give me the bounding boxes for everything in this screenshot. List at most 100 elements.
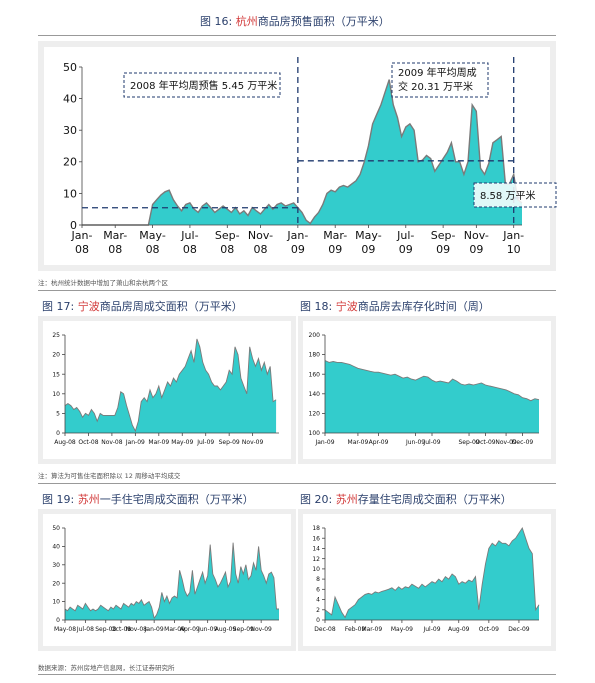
x-tick-label: 08: [220, 243, 234, 256]
fig16-panel: 0 10 20 30 40 50 Jan- 08 Mar- 08 May- 08 Jul- 08 Sep- 0…: [38, 41, 557, 271]
y-tick-label: 8: [316, 576, 320, 583]
x-tick-label: Jan-: [286, 229, 308, 242]
fig17-city: 宁波: [77, 300, 100, 313]
x-tick-label: Mar-09: [348, 439, 369, 446]
x-tick-label: 08: [108, 243, 122, 256]
fig18-rest: 商品房去库存化时间（周）: [357, 300, 490, 313]
annotation-box: [123, 72, 281, 98]
area-fill: [65, 542, 279, 620]
x-tick-label: Aug-08: [54, 439, 76, 446]
x-tick-label: May-09: [391, 626, 413, 633]
annotation-label: 2008 年平均周预售 5.45 万平米: [130, 79, 277, 92]
area-fill: [325, 528, 539, 620]
series-line: [64, 542, 279, 620]
x-tick-label: Sep-: [431, 229, 456, 242]
x-tick-label: Jul-: [180, 229, 198, 242]
fig19-city: 苏州: [77, 493, 100, 506]
fig20-title: 图 20: 苏州存量住宅周成交面积（万平米）: [300, 491, 512, 507]
x-tick-label: Apr-09: [180, 626, 200, 633]
x-tick-label: Dec-09: [508, 626, 530, 633]
divider: [38, 290, 556, 291]
series-line: [82, 79, 523, 226]
x-tick-label: Jul-: [396, 229, 414, 242]
y-tick-label: 20: [63, 156, 77, 169]
x-tick-label: Jul-09: [196, 439, 214, 446]
fig20-plot-area: 0 2 4 6 8 10 12 14 16 18 Dec-08 Feb-09 Mar-09 May-09 J…: [303, 514, 551, 646]
x-tick-label: Jan-: [71, 229, 93, 242]
fig18-panel: 100 120 140 160 180 200 Jan-09 Mar-09 Apr-09 Jun-…: [298, 316, 556, 464]
x-tick-label: 09: [361, 243, 375, 256]
y-tick-label: 10: [52, 599, 60, 606]
y-tick-label: 10: [52, 391, 60, 398]
x-tick-label: Jan-: [502, 229, 524, 242]
x-tick-label: 09: [291, 243, 305, 256]
x-tick-label: Dec-09: [512, 439, 534, 446]
y-tick-label: 50: [63, 61, 77, 74]
x-tick-label: Sep-09: [219, 439, 240, 446]
y-tick-label: 140: [309, 391, 321, 398]
x-tick-label: Nov-09: [495, 439, 517, 446]
series-line: [64, 338, 277, 433]
x-tick-label: Jan-09: [144, 626, 164, 633]
series-line: [324, 526, 540, 619]
fig18-chart: 100 120 140 160 180 200 Jan-09 Mar-09 Apr-09 Jun-…: [309, 332, 540, 446]
fig17-title: 图 17: 宁波商品房周成交面积（万平米）: [42, 298, 243, 314]
annotation-label: 交 20.31 万平米: [398, 80, 473, 93]
y-tick-label: 100: [309, 430, 321, 437]
y-tick-label: 10: [63, 187, 77, 200]
annotation-box: [391, 62, 489, 98]
fig16-plot-area: 0 10 20 30 40 50 Jan- 08 Mar- 08 May- 08 Jul- 08 Sep- 0…: [44, 47, 557, 265]
x-tick-label: Jan-09: [125, 439, 145, 446]
fig17-plot-area: 0 5 10 15 20 25 Aug-08 Oct-08 Nov-08 Jan-09 Mar-09…: [43, 321, 291, 459]
y-tick-label: 20: [52, 352, 60, 359]
y-tick-label: 50: [52, 525, 60, 532]
fig19-panel: 0 10 20 30 40 50 May-08 Jul-08 Sep-08 Oct-08 Nov-0…: [38, 509, 296, 651]
y-tick-label: 10: [312, 566, 320, 573]
x-tick-label: Mar-09: [148, 439, 169, 446]
fig17-chart: 0 5 10 15 20 25 Aug-08 Oct-08 Nov-08 Jan-09 Mar-09…: [52, 332, 279, 446]
x-tick-label: Dec-08: [314, 626, 336, 633]
y-tick-label: 15: [52, 371, 60, 378]
x-tick-label: Oct-08: [111, 626, 131, 633]
x-tick-label: Apr-09: [369, 439, 389, 446]
fig17-panel: 0 5 10 15 20 25 Aug-08 Oct-08 Nov-08 Jan-09 Mar-09…: [38, 316, 296, 464]
y-tick-label: 0: [56, 617, 60, 624]
fig18-title: 图 18: 宁波商品房去库存化时间（周）: [300, 298, 490, 314]
x-tick-label: Mar-09: [164, 626, 185, 633]
x-tick-label: Mar-: [103, 229, 127, 242]
y-tick-label: 18: [312, 525, 320, 532]
fig20-rest: 存量住宅周成交面积（万平米）: [357, 493, 512, 506]
x-tick-label: Mar-: [323, 229, 347, 242]
mid-note: 注：算法为可售住宅面积除以 12 周移动平均成交: [38, 472, 181, 480]
y-tick-label: 30: [52, 562, 60, 569]
x-tick-label: Jun-09: [197, 626, 217, 633]
x-tick-label: 10: [507, 243, 521, 256]
x-tick-label: Sep-09: [233, 626, 254, 633]
area-fill: [82, 79, 522, 225]
fig16-rest: 商品房预售面积（万平米）: [257, 15, 390, 28]
y-tick-label: 4: [316, 597, 320, 604]
x-tick-label: Nov-09: [250, 626, 272, 633]
y-tick-label: 14: [312, 546, 320, 553]
divider: [38, 674, 556, 675]
x-tick-label: Oct-09: [475, 439, 495, 446]
x-tick-label: Sep-: [215, 229, 240, 242]
fig19-title: 图 19: 苏州一手住宅周成交面积（万平米）: [42, 491, 254, 507]
x-tick-label: 09: [436, 243, 450, 256]
x-tick-label: May-09: [171, 439, 193, 446]
x-tick-label: Oct-08: [78, 439, 98, 446]
x-tick-label: 08: [253, 243, 267, 256]
y-tick-label: 40: [52, 544, 60, 551]
fig19-plot-area: 0 10 20 30 40 50 May-08 Jul-08 Sep-08 Oct-08 Nov-0…: [43, 514, 291, 646]
fig19-prefix: 图 19:: [42, 493, 75, 506]
x-tick-label: Nov-: [248, 229, 273, 242]
x-tick-label: Jan-09: [314, 439, 334, 446]
x-tick-label: 08: [183, 243, 197, 256]
fig16-title: 图 16: 杭州商品房预售面积（万平米）: [200, 13, 390, 29]
y-tick-label: 12: [312, 556, 320, 563]
x-tick-label: May-08: [54, 626, 76, 633]
y-tick-label: 0: [56, 430, 60, 437]
x-tick-label: 09: [328, 243, 342, 256]
x-tick-label: 09: [469, 243, 483, 256]
x-tick-label: Sep-08: [95, 626, 116, 633]
